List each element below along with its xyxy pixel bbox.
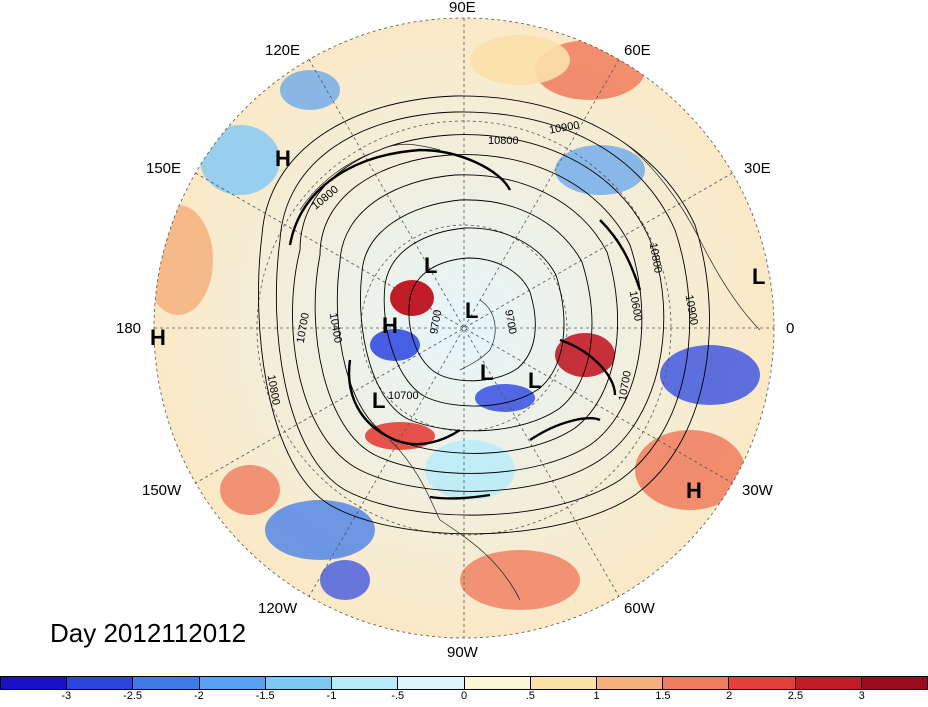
lon-label-180: 180 [116,320,142,337]
contour-label: 10700 [388,390,419,402]
colorbar-tick-label: -1 [326,690,337,702]
colorbar-swatch [133,677,200,689]
colorbar-tick-label: -.5 [391,690,405,702]
lon-label-120w: 120W [258,600,298,617]
lon-label-30e: 30E [744,160,771,177]
pressure-center-low: L [480,360,494,385]
colorbar-tick-label: 2 [726,690,733,702]
lon-label-60w: 60W [624,600,655,617]
pressure-center-low: L [528,368,542,393]
colorbar-swatch [596,677,664,689]
pressure-center-high: H [382,313,398,338]
pressure-center-high: H [275,146,291,171]
lon-label-120e: 120E [265,42,301,59]
colorbar-swatch [861,677,928,689]
colorbar-swatch [729,677,796,689]
colorbar-swatch [67,677,134,689]
pressure-center-low: L [465,298,479,323]
pressure-center-high: H [686,478,702,503]
height-contours [258,95,710,535]
lon-label-0: 0 [786,320,795,337]
colorbar-tick-label: 2.5 [787,690,804,702]
coastlines [299,139,761,601]
colorbar-swatch [464,677,531,689]
jet-contours [288,148,642,500]
colorbar-tick-label: 1 [593,690,600,702]
contour-label: 10800 [488,135,519,147]
colorbar-swatch [795,677,862,689]
colorbar-tick-label: -1.5 [255,690,275,702]
anomaly-field [154,18,774,638]
pressure-center-high: H [150,325,166,350]
lon-label-30w: 30W [742,482,773,499]
pressure-center-low: L [372,388,386,413]
colorbar-tick-label: 3 [858,690,865,702]
colorbar-swatch [332,677,399,689]
colorbar-swatch [1,677,68,689]
colorbar-tick-label: -3 [61,690,72,702]
pressure-center-low: L [752,264,766,289]
lon-label-150w: 150W [142,482,182,499]
colorbar-tick-label: -2.5 [123,690,143,702]
lon-label-90w: 90W [447,644,478,661]
colorbar-swatch [663,677,730,689]
colorbar-tick-label: 0 [460,690,468,702]
date-title: Day 2012112012 [50,618,247,648]
colorbar-swatch [398,677,465,689]
lon-label-90e: 90E [449,0,476,16]
pressure-center-low: L [424,253,438,278]
lon-label-150e: 150E [146,160,182,177]
colorbar-tick-label: -2 [193,690,204,702]
colorbar-swatch [199,677,266,689]
colorbar [0,676,928,690]
lon-label-60e: 60E [624,42,651,59]
colorbar-swatch [530,677,597,689]
colorbar-swatch [265,677,333,689]
colorbar-tick-label: .5 [525,690,535,702]
graticule [153,17,775,639]
colorbar-tick-label: 1.5 [655,690,671,702]
